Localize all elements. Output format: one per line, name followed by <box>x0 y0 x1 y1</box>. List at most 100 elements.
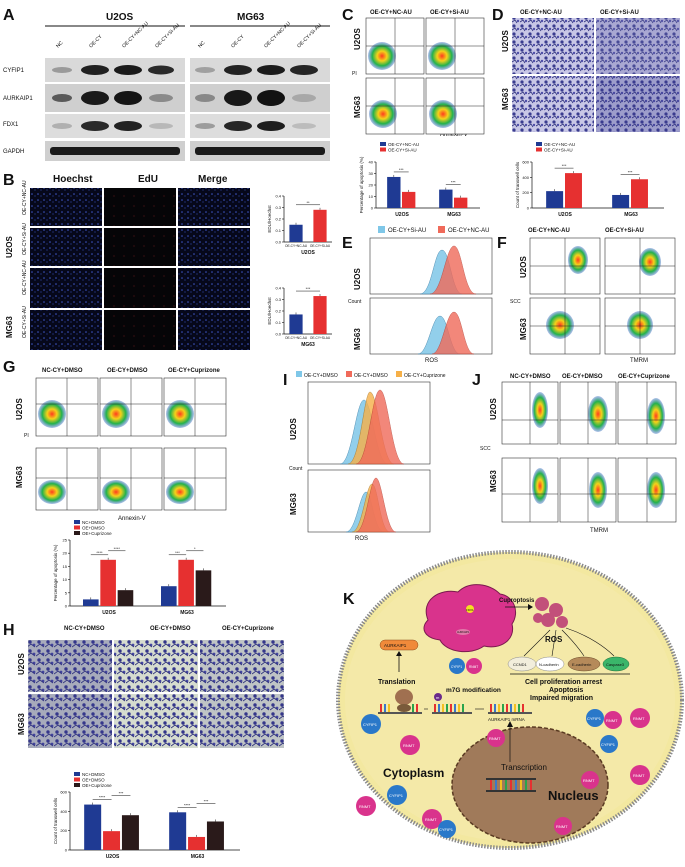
legend-label: OE-CY+DMSO <box>304 373 338 379</box>
edu-chart-mg63: 0.0 0.1 0.2 0.3 0.4 EDU/Hoechst OE-CY+NC-AU OE-… <box>267 286 332 348</box>
mitochondrion <box>423 584 516 653</box>
y-tick-label: 10 <box>63 577 68 582</box>
rnmt-label: RNMT <box>469 665 478 669</box>
rnmt-label: RNMT <box>556 824 568 829</box>
bar <box>289 314 303 334</box>
panel-k-label: K <box>343 591 355 608</box>
col-label: OE-CY+NC-AU <box>528 228 570 234</box>
sig-marker: *** <box>451 180 456 185</box>
arrowhead <box>396 651 402 656</box>
row-label: OE-CY+NC-AU <box>22 260 28 295</box>
x-tick-label: OE-CY+NC-AU <box>285 336 308 340</box>
sig-marker: **** <box>114 546 121 551</box>
bar <box>161 586 177 606</box>
y-tick-label: 0.1 <box>275 320 281 325</box>
lane-label: NC <box>55 40 65 50</box>
axis-label-ros-e: ROS <box>425 358 438 364</box>
y-tick-label: 200 <box>522 190 529 195</box>
y-tick-label: 0 <box>527 206 530 211</box>
dna-transcription <box>486 778 536 792</box>
row-label-mg63-i: MG63 <box>289 493 298 515</box>
x-tick-label: MG63 <box>447 212 461 218</box>
bar <box>195 570 212 606</box>
row-label: OE-CY+NC-AU <box>22 180 28 215</box>
lane-label: OE-CY+NC-AU <box>263 20 292 49</box>
legend-swatch <box>536 147 542 152</box>
y-tick-label: 0.0 <box>275 332 281 337</box>
bar <box>454 197 468 208</box>
bar <box>100 559 116 606</box>
rnmt-label: RNMT <box>489 736 501 741</box>
col-label: OE-CY+Si-AU <box>600 10 639 16</box>
panel-b-label: B <box>3 172 15 189</box>
col-label: OE-CY+DMSO <box>107 368 148 374</box>
fdx1-node <box>466 605 474 613</box>
lane-label: OE-CY+NC-AU <box>121 20 150 49</box>
m7g-label: m7G modification <box>446 687 501 694</box>
axis-label-ros-i: ROS <box>355 536 368 542</box>
y-tick-label: 0.2 <box>275 217 281 222</box>
transwell-images-h <box>28 640 284 748</box>
row-label-u2os-e: U2OS <box>353 268 362 290</box>
outcome-proliferation: Cell proliferation arrest <box>525 679 603 686</box>
lane-label: OE-CY <box>88 34 104 50</box>
cytoplasm-label: Cytoplasm <box>383 766 444 780</box>
axis-label-tmrm-f: TMRM <box>630 358 648 364</box>
row-label: OE-CY+Si-AU <box>22 306 28 338</box>
panel-e: E OE-CY+Si-AU OE-CY+NC-AU U2OS MG63 Coun… <box>342 226 493 364</box>
y-tick-label: 10 <box>369 194 374 199</box>
x-tick-label: U2OS <box>558 212 572 218</box>
ncadherin-label: N-cadherin <box>539 662 559 667</box>
bar <box>206 821 224 850</box>
flow-plots-c <box>365 17 485 135</box>
x-tick-label: MG63 <box>624 212 638 218</box>
bar <box>103 831 121 850</box>
y-tick-label: 0.3 <box>275 205 281 210</box>
row-label-mg63-j: MG63 <box>489 470 498 492</box>
header-edu: EdU <box>138 174 158 185</box>
row-label-u2os-d: U2OS <box>501 30 510 52</box>
axis-label-count-e: Count <box>348 299 362 305</box>
bar <box>313 296 327 334</box>
col-label: OE-CY+Cuprizone <box>618 374 671 380</box>
lane-labels: NC OE-CY OE-CY+NC-AU OE-CY+Si-AU NC OE-C… <box>55 20 323 49</box>
aurkaip1-mito-node <box>456 629 470 635</box>
sig-marker: *** <box>399 167 404 172</box>
y-tick-label: 0.4 <box>275 194 281 199</box>
row-label-u2os-g: U2OS <box>15 398 24 420</box>
bar <box>313 209 327 242</box>
aurkaip1-mrna-label: AURKAIP1 mRNA <box>488 717 525 722</box>
x-tick-label: OE-CY+NC-AU <box>285 244 308 248</box>
panel-k: K Nucleus Transcription Cytoplasm FDX1 A… <box>336 550 684 850</box>
panel-j: J NC-CY+DMSO OE-CY+DMSO OE-CY+Cuprizone … <box>472 372 677 534</box>
m7g-cap <box>434 693 442 701</box>
y-axis-label: EDU/Hoechst <box>267 205 272 233</box>
sig-marker: *** <box>119 791 124 796</box>
panel-d-label: D <box>492 7 504 24</box>
sig-marker: *** <box>175 550 180 555</box>
header-merge: Merge <box>198 174 228 185</box>
col-label: OE-CY+NC-AU <box>520 10 562 16</box>
aurkaip1-mito-label: AURKAIP1 <box>457 631 470 634</box>
legend-label: OE-CY+NC-AU <box>448 228 490 234</box>
translation-label: Translation <box>378 679 415 686</box>
y-axis-label: Percentage of apoptosis (%) <box>53 544 58 601</box>
sig-marker: **** <box>96 550 103 555</box>
bar <box>439 189 453 208</box>
col-label: OE-CY+DMSO <box>150 626 191 632</box>
col-label: OE-CY+DMSO <box>562 374 603 380</box>
blot-fdx1 <box>45 114 330 138</box>
cyfip1-label: CYFIP1 <box>587 716 602 721</box>
sig-marker: * <box>194 546 196 551</box>
row-label: OE-CY+Si-AU <box>22 223 28 255</box>
rnmt-label: RNMT <box>425 817 437 822</box>
outcome-migration: Impaired migration <box>530 695 593 702</box>
mrna-translation <box>378 704 422 714</box>
col-label: OE-CY+Cuprizone <box>168 368 221 374</box>
arrow-ros-ecad <box>561 629 585 657</box>
y-tick-label: 0.1 <box>275 228 281 233</box>
bar <box>169 812 187 850</box>
col-label: OE-CY+NC-AU <box>370 10 412 16</box>
